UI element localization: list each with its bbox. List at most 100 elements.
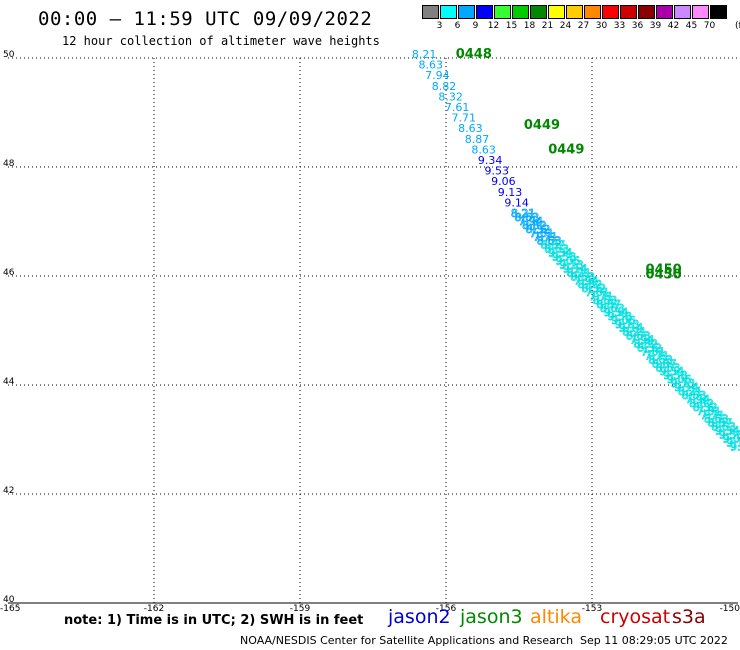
legend-label: 12 [487,21,500,31]
track-band-glyph: 9.13 [559,258,584,271]
lon-tick-label: -153 [582,604,602,614]
track-band-glyph: 8.63 [600,302,625,315]
track-value-label: 8.63 [471,143,496,156]
legend-swatch [584,5,601,19]
track-band-glyph: 8.63 [656,361,681,374]
legend-swatch [620,5,637,19]
track-band-glyph: 9.14 [563,262,588,275]
legend-label: 45 [685,21,698,31]
track-band-glyph: 8.63 [704,413,729,426]
track-value-label: 7.61 [445,101,470,114]
lon-tick-label: -156 [436,604,457,614]
track-value-label: 7.94 [425,69,450,82]
legend-swatch [638,5,655,19]
track-band-glyph: 9.53 [552,251,577,264]
track-band-glyph: 9.06 [667,373,692,386]
footer-note: note: 1) Time is in UTC; 2) SWH is in fe… [64,613,364,628]
track-band-glyph: 8.21 [678,385,703,398]
track-band-glyph: 8.82 [689,397,714,410]
lon-tick-label: -162 [144,604,164,614]
track-band-glyph: 8.82 [578,278,603,291]
track-band-glyph: 8.63 [593,294,618,307]
satellite-label: altika [530,606,582,628]
track-band-glyph: 8.32 [581,282,606,295]
track-value-label: 9.13 [498,186,523,199]
track-band-glyph: 9.13 [615,318,640,331]
legend-swatch [656,5,673,19]
lat-tick-label: 44 [3,377,15,387]
legend-swatch [566,5,583,19]
time-label: 0449 [548,142,584,157]
legend-label: 21 [541,21,554,31]
track-band-glyph: 9.13 [671,377,696,390]
track-value-label: 9.34 [478,154,503,167]
track-value-label: 9.06 [491,175,515,188]
legend-label: 27 [577,21,590,31]
track-band-glyph: 9.53 [663,369,688,382]
legend-label: 33 [613,21,626,31]
lon-tick-label: -165 [0,604,20,614]
lon-tick-label: -159 [290,604,311,614]
legend-swatch [494,5,511,19]
track-band-glyph: 7.71 [533,231,558,244]
track-value-label: 9.53 [485,165,510,178]
legend-label: 9 [472,21,479,31]
track-value-label: 8.82 [432,80,457,93]
track-band-glyph: 7.94 [518,215,543,228]
track-band-glyph: 7.61 [585,286,610,299]
legend-label: 30 [595,21,608,31]
track-band-glyph: 9.34 [604,306,629,319]
legend-swatch [476,5,493,19]
track-band-glyph: 7.94 [574,274,599,287]
track-band-glyph: 9.13 [726,436,740,449]
track-band-glyph: 8.87 [708,417,733,430]
legend-label: 18 [523,21,536,31]
legend-label: 42 [667,21,680,31]
axis-labels: -165 -162 -159 -156 -153 -150 40 42 44 46 48 50 [0,50,740,614]
legend-swatch [530,5,547,19]
track-band-glyph: 9.34 [659,365,684,378]
track-band-glyph: 8.87 [541,239,566,252]
legend-swatch [440,5,457,19]
legend-swatch [458,5,475,19]
track-band-glyph: 8.21 [567,266,592,279]
legend-label: 6 [454,21,461,31]
legend-swatch [422,5,439,19]
track-value-label: 8.32 [438,90,463,103]
track-band-glyph: 8.63 [570,270,595,283]
track-band-glyph: 8.21 [511,207,536,220]
lat-tick-label: 48 [3,159,15,169]
track-band-glyph: 7.61 [529,227,554,240]
time-label: 0449 [524,118,560,133]
track-band-glyph: 8.87 [596,298,621,311]
legend-label: 3 [436,21,443,31]
track-band-glyph: 8.21 [622,326,647,339]
track-band-glyph: 9.53 [607,310,632,323]
time-label: 0450 [646,268,682,283]
legend-swatch [512,5,529,19]
track-band-glyph: 8.82 [522,219,547,232]
legend-swatch [710,5,727,19]
track-band-glyph: 8.63 [682,389,707,402]
track-band-glyph: 8.87 [652,357,677,370]
track-band-glyph: 8.82 [633,338,658,351]
credit-text: NOAA/NESDIS Center for Satellite Applica… [240,634,574,647]
satellite-label: cryosat [600,606,671,628]
track-band-glyph: 8.63 [544,243,569,256]
satellite-track: 8.218.637.948.828.327.617.718.638.878.63… [412,48,740,454]
track-band-glyph: 8.32 [693,401,718,414]
track-band-glyph: 7.71 [589,290,614,303]
legend-swatch [674,5,691,19]
lat-tick-label: 42 [3,486,14,496]
track-value-label: 8.63 [419,59,444,72]
track-value-label: 7.71 [452,112,477,125]
map-grid [8,57,738,604]
generated-timestamp: Sep 11 08:29:05 UTC 2022 [580,634,728,647]
lat-tick-label: 40 [3,595,15,605]
legend-swatch [548,5,565,19]
track-value-label: 9.14 [504,196,529,209]
track-value-label: 8.63 [458,122,483,135]
satellite-label: jason2 [388,606,451,628]
